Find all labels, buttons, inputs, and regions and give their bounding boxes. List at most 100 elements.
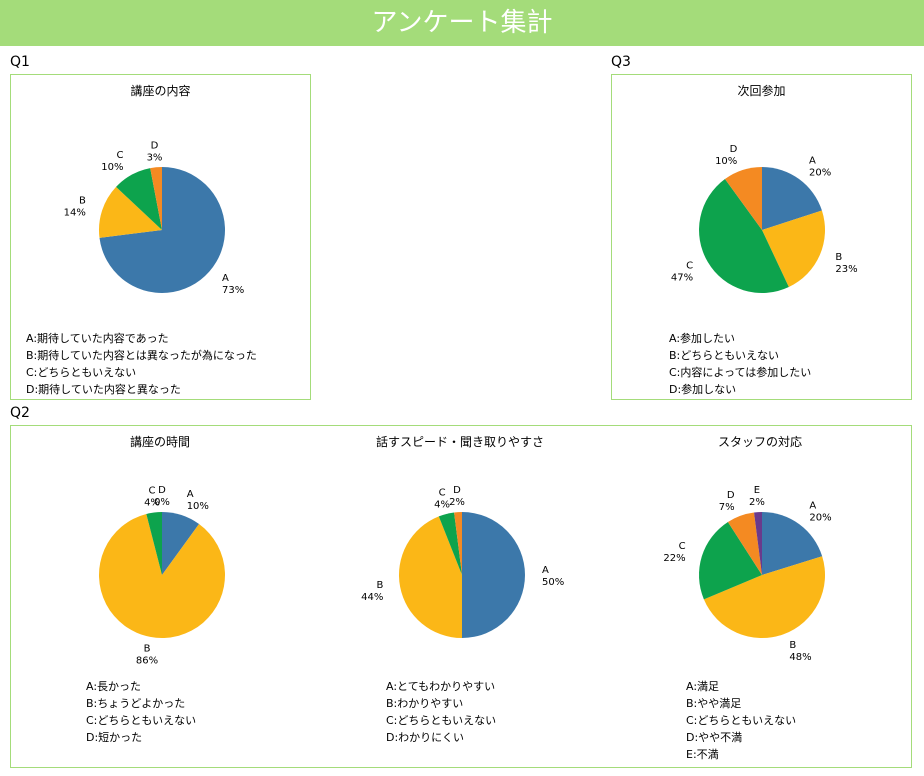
legend-item: C:どちらともいえない [686, 714, 797, 727]
slice-label-category: C [439, 488, 446, 499]
slice-label-value: 10% [715, 156, 737, 167]
slice-label-value: 0% [154, 497, 170, 508]
slice-label-value: 22% [663, 553, 685, 564]
legend-item: C:どちらともいえない [386, 714, 497, 727]
legend-item: C:内容によっては参加したい [669, 366, 812, 379]
legend-item: A:参加したい [669, 332, 736, 345]
slice-label-value: 44% [361, 592, 383, 603]
slice-label-value: 4% [434, 500, 450, 511]
legend-item: B:どちらともいえない [669, 349, 780, 362]
pie-slice-d [150, 167, 162, 230]
pie-slice-b [398, 516, 462, 638]
legend-item: A:長かった [86, 680, 142, 693]
pie-slice-d [454, 512, 462, 575]
slice-label-value: 20% [809, 513, 831, 524]
slice-label-value: 2% [449, 497, 465, 508]
pie-slice-a [462, 512, 525, 638]
slice-label-category: B [835, 252, 842, 263]
legend-item: B:やや満足 [686, 697, 742, 710]
slice-label-value: 48% [789, 652, 811, 663]
pie-slice-c [699, 179, 789, 293]
section-label-q1: Q1 [10, 54, 30, 70]
pie-slice-a [762, 512, 823, 575]
slice-label-category: A [542, 565, 549, 576]
chart-title-q3: 次回参加 [737, 84, 786, 98]
pie-slice-a [162, 512, 200, 575]
legend-item: D:短かった [86, 731, 143, 744]
slice-label-category: D [453, 485, 461, 496]
legend-q2b: A:とてもわかりやすい B:わかりやすい C:どちらともいえない D:わかりにく… [386, 678, 496, 746]
legend-q1: A:期待していた内容であった B:期待していた内容とは異なったが為になった C:… [26, 330, 257, 398]
pie-slice-b [762, 210, 826, 287]
slice-label-category: D [727, 490, 735, 501]
slice-label-category: C [149, 486, 156, 497]
pie-slice-a [762, 167, 822, 230]
slice-label-value: 4% [144, 498, 160, 509]
slice-label-value: 23% [835, 264, 857, 275]
pie-slice-d [727, 512, 762, 575]
pie-slice-c [116, 168, 162, 230]
pie-slice-c [146, 512, 162, 575]
slice-label-value: 47% [671, 273, 693, 284]
legend-item: A:満足 [686, 680, 720, 693]
pie-slice-c [438, 512, 462, 575]
slice-label-category: A [809, 501, 816, 512]
legend-item: B:期待していた内容とは異なったが為になった [26, 349, 257, 362]
slice-label-category: A [809, 155, 816, 166]
legend-item: C:どちらともいえない [86, 714, 197, 727]
slice-label-category: A [187, 489, 194, 500]
slice-label-category: B [789, 640, 796, 651]
slice-label-category: B [377, 580, 384, 591]
slice-label-category: E [754, 485, 760, 496]
slice-label-value: 86% [136, 656, 158, 667]
section-label-q3: Q3 [611, 54, 631, 70]
pie-chart-q2b: A50% B44% C4%D2% [361, 485, 564, 638]
pie-slice-b [703, 556, 826, 639]
slice-label-value: 50% [542, 577, 564, 588]
slice-label-category: B [144, 644, 151, 655]
slice-label-category: C [117, 150, 124, 161]
legend-item: A:期待していた内容であった [26, 332, 169, 345]
legend-q2c: A:満足 B:やや満足 C:どちらともいえない D:やや不満 E:不満 [686, 678, 796, 763]
legend-q3: A:参加したい B:どちらともいえない C:内容によっては参加したい D:参加し… [669, 330, 811, 398]
legend-item: D:わかりにくい [386, 731, 464, 744]
pie-chart-q1: A73% B14% C10% D3% [64, 140, 245, 296]
legend-item: B:ちょうどよかった [86, 697, 186, 710]
slice-label-value: 10% [187, 501, 209, 512]
slice-label-value: 2% [749, 497, 765, 508]
slice-label-value: 14% [64, 207, 86, 218]
chart-title-q1: 講座の内容 [130, 84, 191, 98]
slice-label-category: C [686, 261, 693, 272]
section-label-q2: Q2 [10, 405, 30, 421]
legend-item: C:どちらともいえない [26, 366, 137, 379]
chart-title-q2c: スタッフの対応 [717, 435, 802, 449]
legend-item: B:わかりやすい [386, 697, 464, 710]
pie-slice-d [724, 167, 762, 230]
slice-label-value: 20% [809, 167, 831, 178]
pie-slice-b [99, 186, 162, 238]
pie-slice-c [698, 522, 762, 600]
slice-label-category: B [79, 195, 86, 206]
slice-label-value: 10% [101, 162, 123, 173]
pie-slice-e [754, 512, 762, 575]
slice-label-category: C [679, 541, 686, 552]
slice-label-category: D [158, 485, 166, 496]
legend-item: A:とてもわかりやすい [386, 680, 496, 693]
pie-chart-q2a: A10% B86% C4% D0% [99, 485, 226, 667]
legend-item: E:不満 [686, 748, 719, 761]
chart-title-q2b: 話すスピード・聞き取りやすさ [375, 435, 544, 449]
pie-slice-b [99, 513, 226, 638]
slice-label-category: D [151, 140, 159, 151]
slice-label-category: D [730, 144, 738, 155]
legend-item: D:期待していた内容と異なった [26, 383, 181, 396]
slice-label-value: 7% [719, 502, 735, 513]
slice-label-value: 73% [222, 285, 244, 296]
pie-slice-a [99, 167, 226, 293]
chart-title-q2a: 講座の時間 [129, 435, 190, 449]
legend-item: D:やや不満 [686, 731, 743, 744]
pie-chart-q3: A20% B23% C47% D10% [671, 144, 858, 293]
header-banner: アンケート集計 [0, 0, 924, 46]
page-title: アンケート集計 [371, 8, 553, 38]
pie-chart-q2c: A20% B48% C22% D7% E2% [663, 485, 831, 663]
slice-label-value: 3% [147, 152, 163, 163]
